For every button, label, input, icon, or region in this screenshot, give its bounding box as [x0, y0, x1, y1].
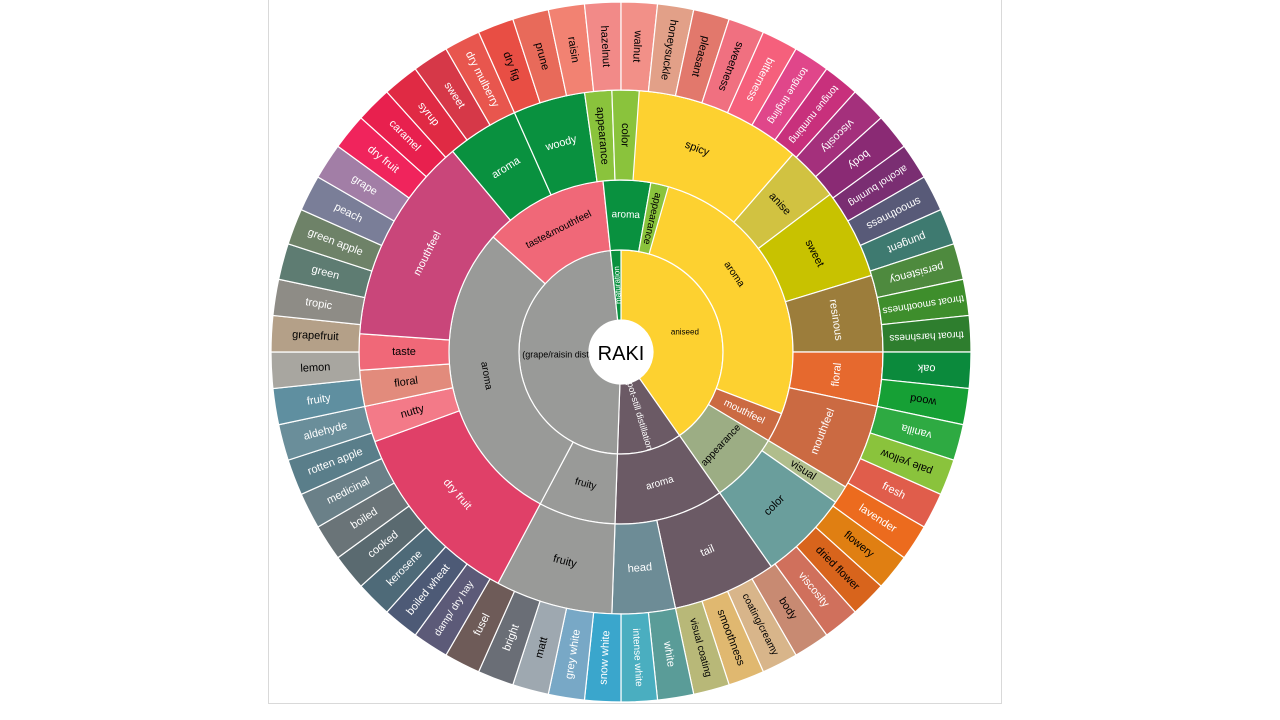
ring-2: aromamouthfeelappearancearomafruityaroma…	[448, 179, 794, 525]
center-label: RAKI	[598, 343, 645, 365]
label-snow-white: snow white	[598, 630, 613, 685]
label-oak: oak	[917, 362, 936, 375]
label-floral: floral	[830, 362, 844, 387]
label-hazelnut: hazelnut	[598, 25, 612, 67]
label-white: white	[661, 640, 677, 668]
label-raisin: raisin	[565, 36, 581, 64]
label-appearance: appearance	[594, 106, 611, 165]
center-disc	[589, 320, 653, 384]
label-floral: floral	[393, 375, 418, 390]
label-aroma: aroma	[478, 361, 494, 391]
label-suma-grape-raisin-distillate: suma (grape/raisin distillate)	[498, 349, 611, 359]
label-maturation: maturation	[612, 266, 623, 304]
label-matt: matt	[533, 636, 550, 660]
label-head: head	[627, 561, 652, 575]
label-aroma: aroma	[611, 209, 640, 221]
label-tail: tail	[699, 543, 717, 560]
label-grapefruit: grapefruit	[292, 329, 339, 343]
label-taste: taste	[392, 346, 416, 358]
label-fruity: fruity	[574, 476, 598, 492]
segment-pale-yellow	[859, 432, 955, 496]
label-aniseed: aniseed	[671, 327, 699, 336]
label-tropic: tropic	[305, 296, 334, 312]
label-color: color	[619, 123, 631, 147]
chart-panel: aniseed pot-still distillation suma (grape…	[268, 0, 1002, 704]
ring-4: black peppercloveliquoricefennelcoriande…	[270, 1, 972, 703]
label-walnut: walnut	[630, 29, 644, 62]
label-fruity: fruity	[306, 392, 332, 408]
ring-3: spicyanisesweetresinousfloralmouthfeelvi…	[358, 89, 884, 615]
label-throat-harshness: throat harshness	[889, 329, 964, 344]
label-intense-white: intense white	[630, 628, 644, 687]
label-wood: wood	[909, 392, 938, 408]
label-lemon: lemon	[300, 361, 331, 375]
